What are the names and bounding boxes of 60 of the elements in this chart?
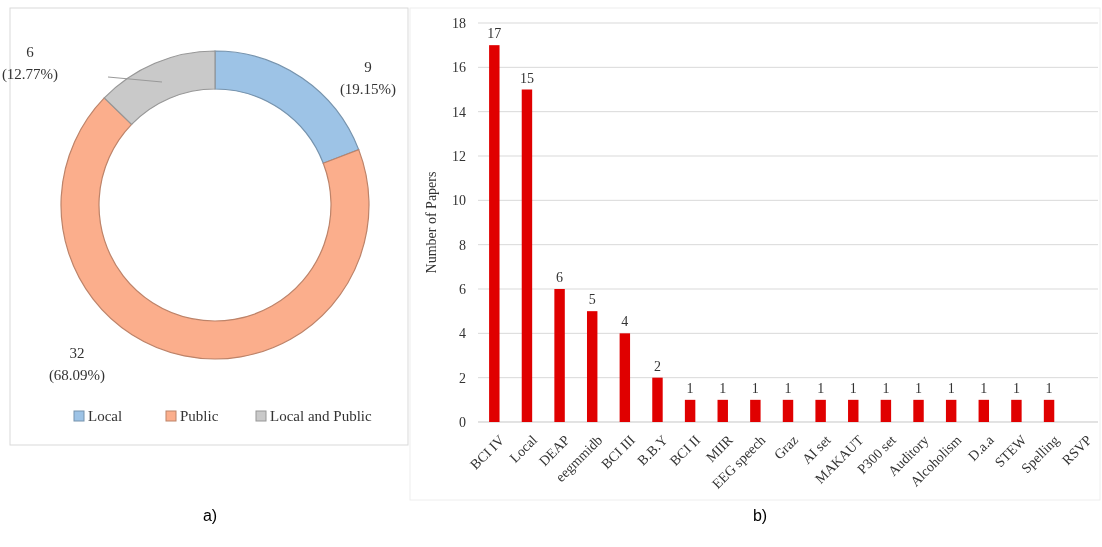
bar [848,399,859,422]
x-tick-label: BCI IV [467,432,508,473]
legend-label: Public [180,408,219,424]
legend-label: Local and Public [270,408,372,424]
bar [554,289,565,422]
bar [684,399,696,422]
data-label: 1 [882,380,890,396]
y-tick-label: 14 [452,104,466,120]
data-label: 5 [588,292,596,308]
bar [782,399,794,422]
y-axis-title: Number of Papers [424,171,439,274]
x-tick-label: Graz [771,432,802,463]
donut-slice [60,97,370,360]
legend-label: Local [88,408,123,424]
bar [1011,399,1022,422]
x-tick-label: BCI II [666,432,704,469]
data-label: 1 [947,380,955,396]
data-label: 1 [817,380,825,396]
data-label: 17 [487,26,502,42]
data-label: 6 (12.77%) [1,44,59,83]
data-label: 6 [556,270,564,285]
data-label: 1 [849,380,857,396]
bar [586,311,598,422]
text: a) [202,507,218,524]
data-label: 1 [1045,380,1053,396]
y-tick-label: 10 [452,193,466,209]
data-label: 1 [719,380,727,396]
bar [652,377,663,422]
data-label: 2 [653,358,661,374]
bar [717,399,728,422]
data-label: 1 [915,380,923,396]
text: b) [752,507,768,524]
bar [1043,399,1055,422]
data-label: 1 [686,380,694,396]
bar [978,399,990,422]
data-label: 1 [1012,380,1020,396]
bar [489,45,500,422]
data-label: 9 (19.15%) [339,59,397,98]
bar [945,399,957,422]
y-tick-label: 4 [459,326,466,342]
y-tick-label: 8 [459,237,466,253]
data-label: 32 (68.09%) [48,345,106,384]
bar [880,399,892,422]
data-label: 1 [784,380,792,396]
data-label: 15 [519,70,534,86]
donut-slice [103,50,216,125]
bar [750,399,761,422]
y-tick-label: 16 [452,60,466,76]
bar [913,399,924,422]
y-tick-label: 2 [459,370,466,386]
data-label: 4 [621,314,629,330]
y-tick-label: 6 [459,282,466,297]
data-label: 1 [980,380,988,396]
bar [521,89,533,422]
y-tick-label: 12 [452,149,466,164]
y-tick-label: 0 [459,415,466,430]
bar [815,399,826,422]
y-tick-label: 18 [452,16,466,31]
data-label: 1 [751,380,759,396]
bar [619,333,631,422]
